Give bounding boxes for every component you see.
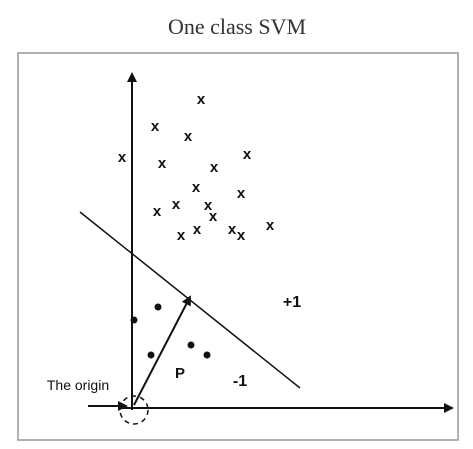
x-marker: x [158,155,167,172]
dot [187,341,195,349]
x-marker: x [210,159,219,176]
x-marker: x [153,203,162,220]
negative-label: -1 [233,373,247,390]
dot [130,316,138,324]
x-marker: x [118,149,127,166]
x-marker: x [237,227,246,244]
dots [130,303,211,359]
x-marker: x [151,118,160,135]
x-marker: x [197,91,206,108]
dot [154,303,162,311]
vector-label: P [175,365,185,382]
x-marker: x [209,208,218,225]
x-marker: x [204,197,213,214]
origin-circle [119,395,149,425]
origin-label: The origin [47,377,109,393]
x-marker: x [177,227,186,244]
x-marker: x [172,196,181,213]
positive-label: +1 [283,294,301,311]
dot [203,351,211,359]
dot [147,351,155,359]
x-marker: x [228,221,237,238]
x-marker: x [193,221,202,238]
vector-p [133,295,191,406]
title: One class SVM [168,14,306,39]
x-marker: x [243,146,252,163]
x-marker: x [266,217,275,234]
x-marker: x [184,128,193,145]
frame [17,52,459,441]
x-marker: x [192,179,201,196]
x-marker: x [237,185,246,202]
